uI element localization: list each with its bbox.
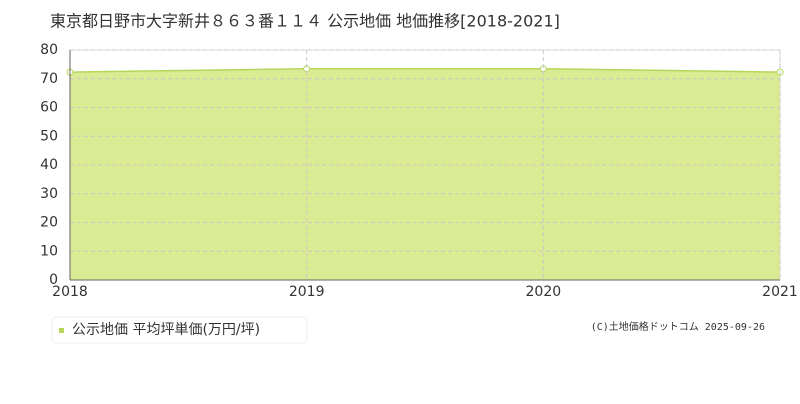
x-tick-label: 2020 bbox=[526, 284, 562, 300]
credit: (C)土地価格ドットコム 2025-09-26 bbox=[591, 320, 765, 333]
x-tick-label: 2019 bbox=[289, 284, 325, 300]
y-tick-label: 70 bbox=[40, 71, 58, 87]
y-tick-label: 40 bbox=[40, 157, 58, 173]
x-tick-label: 2021 bbox=[762, 284, 798, 300]
y-tick-label: 30 bbox=[40, 186, 58, 202]
line bbox=[69, 67, 781, 73]
x-tick-label: 2018 bbox=[52, 284, 88, 300]
y-tick-label: 20 bbox=[40, 215, 58, 231]
y-tick-label: 0 bbox=[49, 272, 58, 288]
y-tick-label: 50 bbox=[40, 128, 58, 144]
y-tick-label: 60 bbox=[40, 100, 58, 116]
legend-box bbox=[51, 316, 308, 344]
legend-swatch bbox=[59, 328, 64, 333]
area bbox=[70, 68, 780, 280]
chart-title: 東京都日野市大字新井８６３番１１４ 公示地価 地価推移[2018-2021] bbox=[50, 12, 560, 31]
y-tick-label: 10 bbox=[40, 243, 58, 259]
legend-label: 公示地価 平均坪単価(万円/坪) bbox=[72, 322, 260, 338]
y-tick-label: 80 bbox=[40, 42, 58, 58]
